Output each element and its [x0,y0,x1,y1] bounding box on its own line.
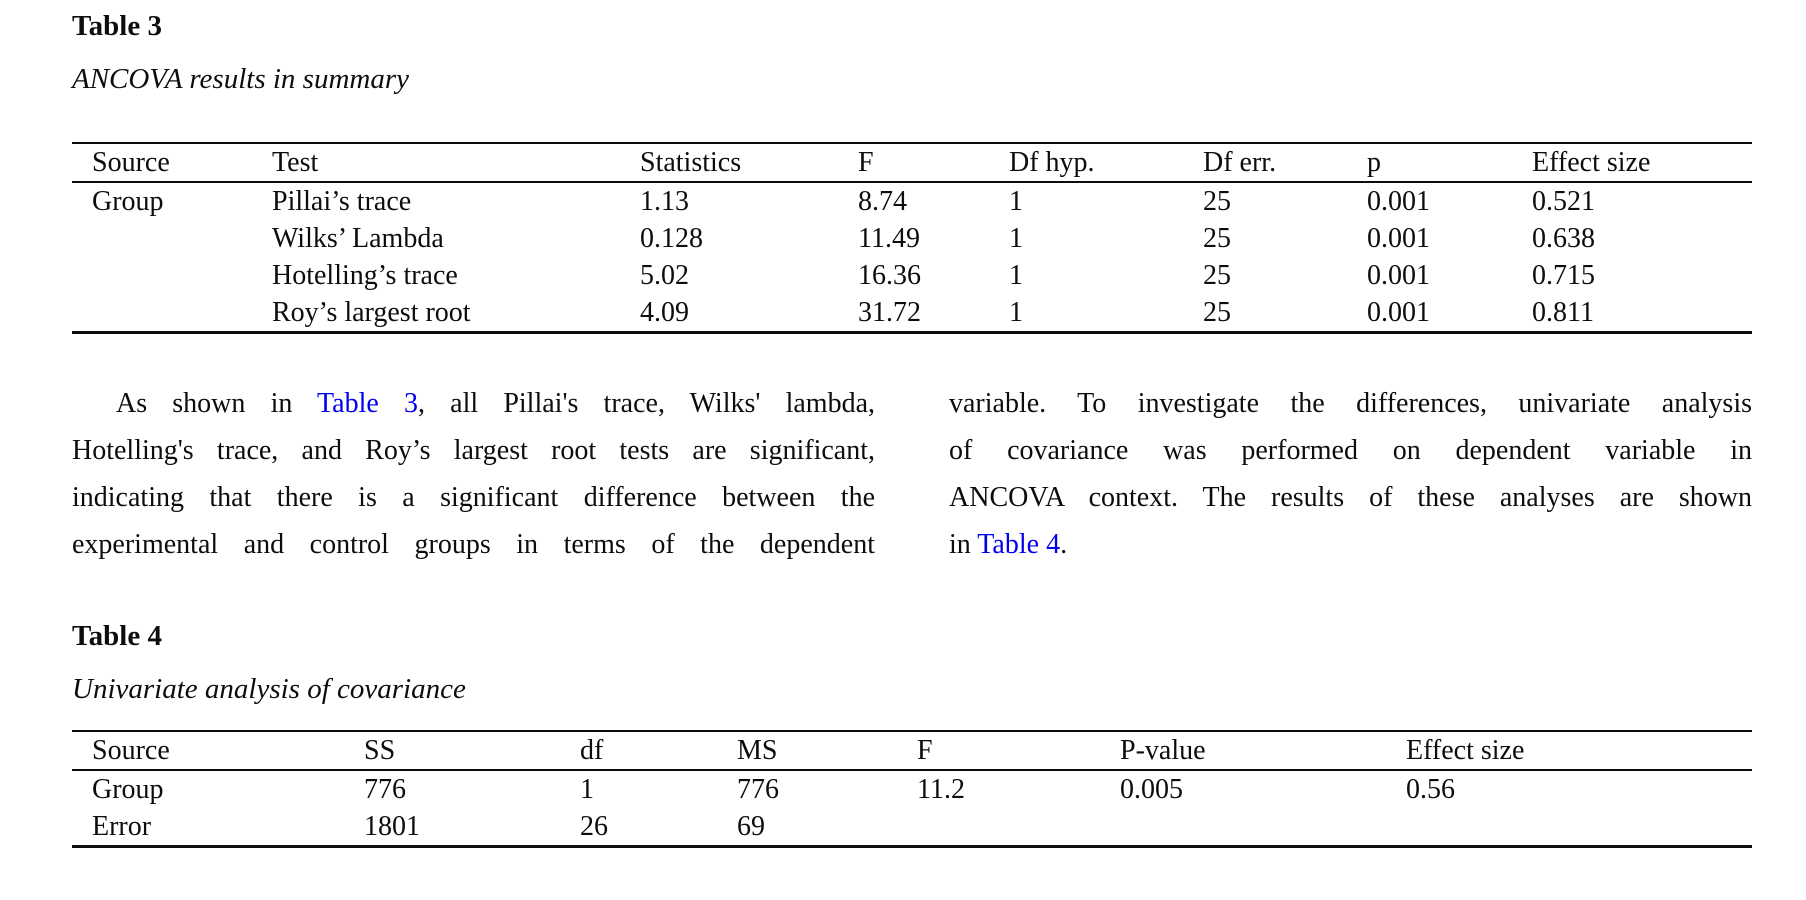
column-header: df [580,731,737,771]
cell: 0.001 [1367,185,1430,217]
cell: 1 [1009,296,1023,328]
table4-link[interactable]: Table 4 [977,529,1061,560]
text-segment: . [1060,529,1068,560]
column-header: Effect size [1406,731,1752,771]
column-header: Effect size [1532,143,1752,183]
cell: Wilks’ Lambda [272,222,444,254]
table4-label: Table 4 [72,620,162,652]
cell: 0.521 [1532,185,1595,217]
cell: 11.49 [858,222,920,254]
column-header: p [1367,143,1532,183]
cell [72,294,272,333]
column-header: Statistics [640,143,858,183]
cell [72,257,272,294]
cell: 0.001 [1367,259,1430,291]
cell [917,808,1120,847]
table3-link[interactable]: Table 3 [317,388,418,419]
column-header: SS [364,731,580,771]
table4-caption: Univariate analysis of covariance [72,673,466,705]
cell: 1 [1009,222,1023,254]
cell: Roy’s largest root [272,296,471,328]
cell: 8.74 [858,185,907,217]
cell [1120,808,1406,847]
table-row: Hotelling’s trace 5.02 16.36 1 25 0.001 … [72,257,1752,294]
cell: 1 [1009,185,1023,217]
cell: 25 [1203,296,1231,328]
table3-label: Table 3 [72,10,162,42]
column-header: F [917,731,1120,771]
column-header: Df hyp. [1009,143,1203,183]
column-header: Test [272,143,640,183]
cell: 0.001 [1367,222,1430,254]
column-header: MS [737,731,917,771]
table3-header-row: Source Test Statistics F Df hyp. Df err.… [72,143,1752,183]
cell: Group [92,773,164,805]
text-line: of covariance was performed on dependent… [949,435,1752,466]
text-line: in Table 4. [949,521,1752,568]
text-segment: , all Pillai's trace, Wilks' lambda, [418,388,875,419]
cell: 0.001 [1367,296,1430,328]
cell: 1 [580,773,594,805]
body-text: As shown in Table 3, all Pillai's trace,… [72,380,1752,568]
text-line: Hotelling's trace, and Roy’s largest roo… [72,435,875,466]
cell [1406,808,1752,847]
text-column-left: As shown in Table 3, all Pillai's trace,… [72,380,875,568]
cell: Group [92,185,164,217]
cell: 0.128 [640,222,703,254]
cell: 1 [1009,259,1023,291]
table3-caption: ANCOVA results in summary [72,63,409,95]
cell: Pillai’s trace [272,185,412,217]
text-segment: in [949,529,978,560]
cell: 16.36 [858,259,921,291]
cell: 776 [364,773,406,805]
cell: 0.715 [1532,259,1595,291]
column-header: Df err. [1203,143,1367,183]
column-header: Source [72,731,364,771]
cell: 5.02 [640,259,689,291]
text-column-right: variable. To investigate the differences… [949,380,1752,568]
cell: 11.2 [917,773,965,805]
text-line: indicating that there is a significant d… [72,482,875,513]
cell: 31.72 [858,296,921,328]
column-header: Source [72,143,272,183]
cell: 25 [1203,185,1231,217]
text-line: ANCOVA context. The results of these ana… [949,482,1752,513]
cell: 4.09 [640,296,689,328]
cell: 0.56 [1406,773,1455,805]
cell: 0.811 [1532,296,1594,328]
text-line: As shown in Table 3, all Pillai's trace,… [72,380,875,427]
column-header: F [858,143,1009,183]
table4-header-row: Source SS df MS F P-value Effect size [72,731,1752,771]
text-line: variable. To investigate the differences… [949,388,1752,419]
cell: 69 [737,810,765,842]
table-row: Error 1801 26 69 [72,808,1752,847]
cell: 776 [737,773,779,805]
cell: 0.005 [1120,773,1183,805]
table-row: Wilks’ Lambda 0.128 11.49 1 25 0.001 0.6… [72,220,1752,257]
text-line: experimental and control groups in terms… [72,529,875,560]
text-segment: As shown in [116,388,318,419]
table3: Source Test Statistics F Df hyp. Df err.… [72,142,1752,334]
cell: 25 [1203,259,1231,291]
cell: Hotelling’s trace [272,259,458,291]
column-header: P-value [1120,731,1406,771]
cell [72,220,272,257]
table-row: Group Pillai’s trace 1.13 8.74 1 25 0.00… [72,182,1752,220]
table-row: Roy’s largest root 4.09 31.72 1 25 0.001… [72,294,1752,333]
cell: 1.13 [640,185,689,217]
cell: 1801 [364,810,420,842]
cell: 26 [580,810,608,842]
table-row: Group 776 1 776 11.2 0.005 0.56 [72,770,1752,808]
table4: Source SS df MS F P-value Effect size Gr… [72,730,1752,848]
cell: Error [92,810,152,842]
cell: 0.638 [1532,222,1595,254]
cell: 25 [1203,222,1231,254]
